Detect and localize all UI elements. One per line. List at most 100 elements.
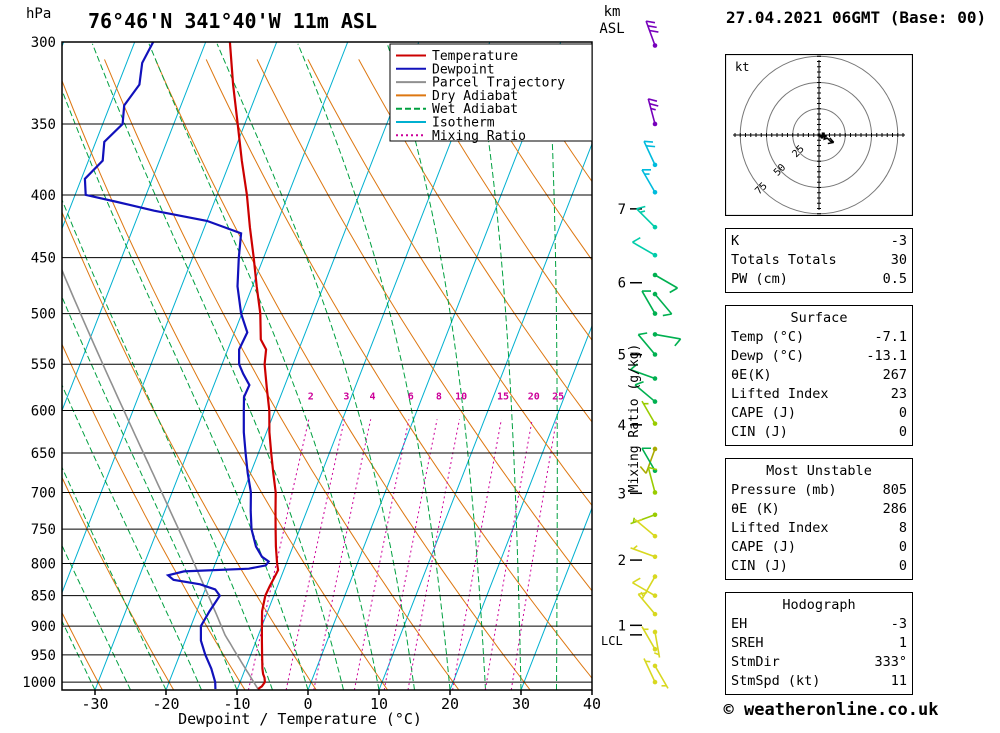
dry-adiabat-line [62, 211, 317, 690]
barb-feather [638, 591, 648, 595]
legend-item-label: Temperature [432, 49, 518, 64]
isotherm-line [378, 142, 592, 690]
mixing-ratio-line [452, 419, 502, 690]
hodograph-trace-dot [817, 133, 821, 137]
axis-labels-layer: 3003504004505005506006507007508008509009… [22, 35, 601, 713]
sounding-curves-layer [62, 42, 280, 690]
table-row: CIN (J) 0 [731, 423, 907, 442]
wind-barb [634, 381, 658, 404]
barb-station-dot [652, 291, 658, 297]
indices-table: Surface Temp (°C) -7.1 Dewp (°C) -13.1 θE(K) 2… [725, 305, 913, 446]
indices-table: Hodograph EH -3 SREH 1 StmDir 333° StmSpd (kt) 1… [725, 592, 913, 695]
right-panel: 27.04.2021 06GMT (Base: 00) 25 50 75 kt K -3… [700, 0, 1000, 733]
wind-barb [652, 272, 678, 294]
x-axis-tick-label: -20 [152, 695, 179, 713]
table-row-label: EH [731, 616, 748, 632]
isotherm-line [520, 506, 592, 690]
barb-station-dot [652, 629, 658, 635]
x-axis-tick-label: 30 [512, 695, 530, 713]
legend-item-label: Mixing Ratio [432, 129, 526, 144]
dry-adiabat-line [409, 59, 592, 341]
barb-station-dot [652, 43, 658, 48]
pressure-tick-label: 300 [31, 35, 56, 51]
hodograph-arrowhead [827, 141, 834, 145]
plot-border [61, 41, 593, 691]
dry-adiabat-line [62, 343, 246, 690]
table-row-label: Lifted Index [731, 520, 829, 536]
wet-adiabat-line [386, 43, 486, 690]
barb-station-dot [652, 189, 658, 195]
pressure-tick-label: 900 [31, 619, 56, 635]
barb-staff [643, 658, 656, 683]
table-row: Totals Totals 30 [731, 251, 907, 270]
table-row-label: Pressure (mb) [731, 482, 837, 498]
indices-table: K -3 Totals Totals 30 PW (cm) 0.5 [725, 228, 913, 293]
parcel-trajectory-curve [62, 268, 259, 690]
table-row: CAPE (J) 0 [731, 404, 907, 423]
wind-barb [632, 237, 658, 258]
dry-adiabat-line [62, 611, 103, 690]
table-row-label: Totals Totals [731, 252, 837, 268]
mixing-ratio-value-labels: 2 3 4 6 8 10 15 20 25 [308, 392, 564, 403]
wind-barb [643, 140, 658, 168]
mixing-ratio-axis-title: Mixing Ratio (g/kg) [627, 344, 642, 493]
barb-staff [645, 448, 656, 474]
barb-staff [654, 631, 661, 658]
dry-adiabat-line [256, 59, 592, 592]
mixing-ratio-line [247, 419, 310, 690]
wet-adiabat-line [62, 295, 238, 690]
barb-staff [643, 140, 656, 166]
barb-station-dot [652, 121, 658, 127]
isotherm-line [94, 42, 349, 690]
barb-staff [654, 274, 678, 289]
isotherm-line [449, 324, 592, 690]
wind-barbs-column [630, 20, 682, 689]
legend-item-label: Wet Adiabat [432, 102, 518, 117]
table-row-value: 0 [898, 539, 907, 555]
table-row: CIN (J) 0 [731, 557, 907, 576]
dry-adiabat-line [154, 59, 531, 690]
barb-station-dot [652, 252, 658, 258]
pressure-tick-label: 650 [31, 446, 56, 462]
mixing-ratio-value-label: 8 [436, 392, 442, 403]
barb-half-feather [632, 545, 638, 550]
wind-barb [630, 545, 658, 560]
wet-adiabat-line [62, 619, 96, 690]
barb-station-dot [652, 272, 658, 278]
mixing-ratio-line [285, 419, 345, 690]
barb-half-feather [639, 210, 646, 214]
barb-station-dot [652, 421, 658, 426]
table-row-label: StmDir [731, 654, 780, 670]
table-row: Pressure (mb) 805 [731, 481, 907, 500]
table-row: PW (cm) 0.5 [731, 270, 907, 289]
wind-barb [643, 658, 658, 685]
isotherm-line [62, 42, 278, 594]
table-row: θE (K) 286 [731, 500, 907, 519]
barb-feather [648, 466, 658, 471]
table-row-value: -3 [890, 233, 907, 249]
mixing-ratio-line [313, 419, 372, 690]
barb-half-feather [654, 652, 660, 656]
barb-station-dot [652, 162, 658, 168]
table-row-value: 23 [890, 386, 907, 402]
mixing-ratio-line [353, 419, 410, 690]
table-row-value: 8 [898, 520, 907, 536]
barb-station-dot [652, 399, 658, 404]
dry-adiabat-line [0, 59, 31, 690]
table-row-value: -13.1 [866, 348, 907, 364]
table-row-value: -7.1 [874, 329, 907, 345]
dry-adiabat-line [358, 59, 592, 423]
wind-barb [652, 332, 682, 347]
mixing-ratio-value-label: 25 [552, 392, 564, 403]
pressure-tick-label: 700 [31, 485, 56, 501]
wind-barb [652, 291, 673, 317]
km-axis-unit: km [604, 4, 621, 20]
barb-station-dot [652, 593, 658, 598]
table-row: Temp (°C) -7.1 [731, 328, 907, 347]
barb-staff [647, 467, 656, 493]
table-row-value: 0 [898, 405, 907, 421]
barb-feather [639, 465, 647, 474]
wind-barb [637, 332, 658, 357]
barb-staff [641, 400, 656, 425]
table-row-label: SREH [731, 635, 764, 651]
